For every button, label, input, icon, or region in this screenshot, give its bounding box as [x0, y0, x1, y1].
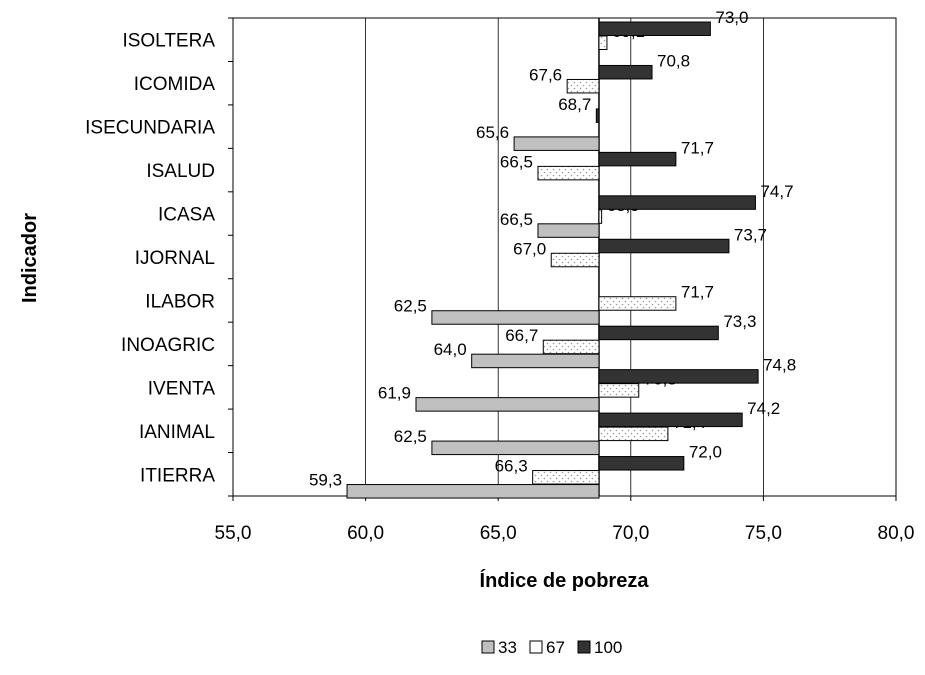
- category-label: ITIERRA: [140, 465, 215, 486]
- category-label: ICOMIDA: [134, 74, 216, 95]
- bar-100: [595, 108, 600, 123]
- bar-67: [532, 470, 600, 485]
- x-tick-label: 55,0: [215, 523, 252, 544]
- bar-67: [598, 426, 669, 442]
- data-label: 73,7: [734, 225, 767, 244]
- bar-67: [550, 252, 600, 268]
- bar-67: [566, 78, 600, 94]
- data-label: 62,5: [394, 427, 427, 446]
- bar-33: [471, 353, 600, 369]
- data-label: 73,0: [715, 8, 748, 27]
- bar-100: [598, 238, 730, 254]
- legend-label: 33: [498, 638, 517, 657]
- data-label: 71,7: [681, 138, 714, 157]
- category-label: ISECUNDARIA: [85, 118, 215, 139]
- bar-100: [598, 325, 719, 341]
- bar-67: [542, 339, 600, 355]
- data-label: 67,0: [513, 239, 546, 258]
- data-label: 68,7: [558, 95, 591, 114]
- data-label: 70,8: [657, 51, 690, 70]
- bar-33: [431, 310, 600, 325]
- data-label: 66,5: [500, 210, 533, 229]
- y-axis-title: Indicador: [19, 213, 41, 303]
- category-label: ISALUD: [146, 161, 215, 182]
- x-tick-label: 70,0: [612, 523, 649, 544]
- legend-swatch: [481, 640, 495, 654]
- x-tick-label: 80,0: [878, 523, 915, 544]
- category-label: ISOLTERA: [122, 31, 215, 52]
- bar-100: [598, 64, 653, 80]
- legend-swatch: [577, 640, 591, 654]
- category-label: ICASA: [158, 205, 215, 226]
- bar-67: [537, 165, 600, 181]
- bar-67: [598, 35, 608, 50]
- legend: 33 67 100: [481, 638, 622, 657]
- x-tick-label: 65,0: [480, 523, 517, 544]
- data-label: 74,2: [747, 399, 780, 418]
- x-axis-title: Índice de pobreza: [480, 569, 650, 592]
- bar-33: [513, 136, 600, 151]
- x-tick-label: 60,0: [347, 523, 384, 544]
- data-label: 67,6: [529, 65, 562, 84]
- data-label: 65,6: [476, 123, 509, 142]
- category-label: IVENTA: [148, 378, 216, 399]
- plot-area: 55,0 60,0 65,0 70,0 75,0 80,0 ISOLTERA ICOMIDA I…: [85, 8, 914, 544]
- data-label: 62,5: [394, 297, 427, 316]
- data-label: 61,9: [378, 384, 411, 403]
- legend-label: 100: [594, 638, 622, 657]
- bar-67: [598, 296, 677, 311]
- data-label: 66,3: [495, 457, 528, 476]
- category-label: ILABOR: [145, 291, 215, 312]
- legend-label: 67: [546, 638, 565, 657]
- data-label: 72,0: [689, 443, 722, 462]
- bar-33: [537, 223, 600, 238]
- bar-100: [598, 412, 743, 428]
- bar-100: [598, 21, 711, 36]
- data-label: 74,8: [763, 356, 796, 375]
- legend-swatch: [529, 640, 543, 654]
- data-label: 66,7: [505, 326, 538, 345]
- x-tick-label: 75,0: [745, 523, 782, 544]
- bar-67: [598, 383, 640, 398]
- bar-33: [415, 397, 600, 412]
- bar-100: [598, 151, 677, 167]
- category-label: IANIMAL: [139, 422, 215, 443]
- bar-100: [598, 456, 685, 471]
- data-label: 64,0: [434, 340, 467, 359]
- data-label: 71,7: [681, 283, 714, 302]
- bar-33: [346, 484, 600, 499]
- data-label: 73,3: [723, 312, 756, 331]
- data-label: 59,3: [309, 471, 342, 490]
- bar-33: [431, 440, 600, 456]
- category-label: IJORNAL: [135, 248, 215, 269]
- bar-100: [598, 369, 759, 384]
- data-label: 66,5: [500, 152, 533, 171]
- data-label: 74,7: [760, 182, 793, 201]
- category-label: INOAGRIC: [121, 335, 215, 356]
- bar-100: [598, 195, 756, 210]
- bar-67: [598, 209, 603, 224]
